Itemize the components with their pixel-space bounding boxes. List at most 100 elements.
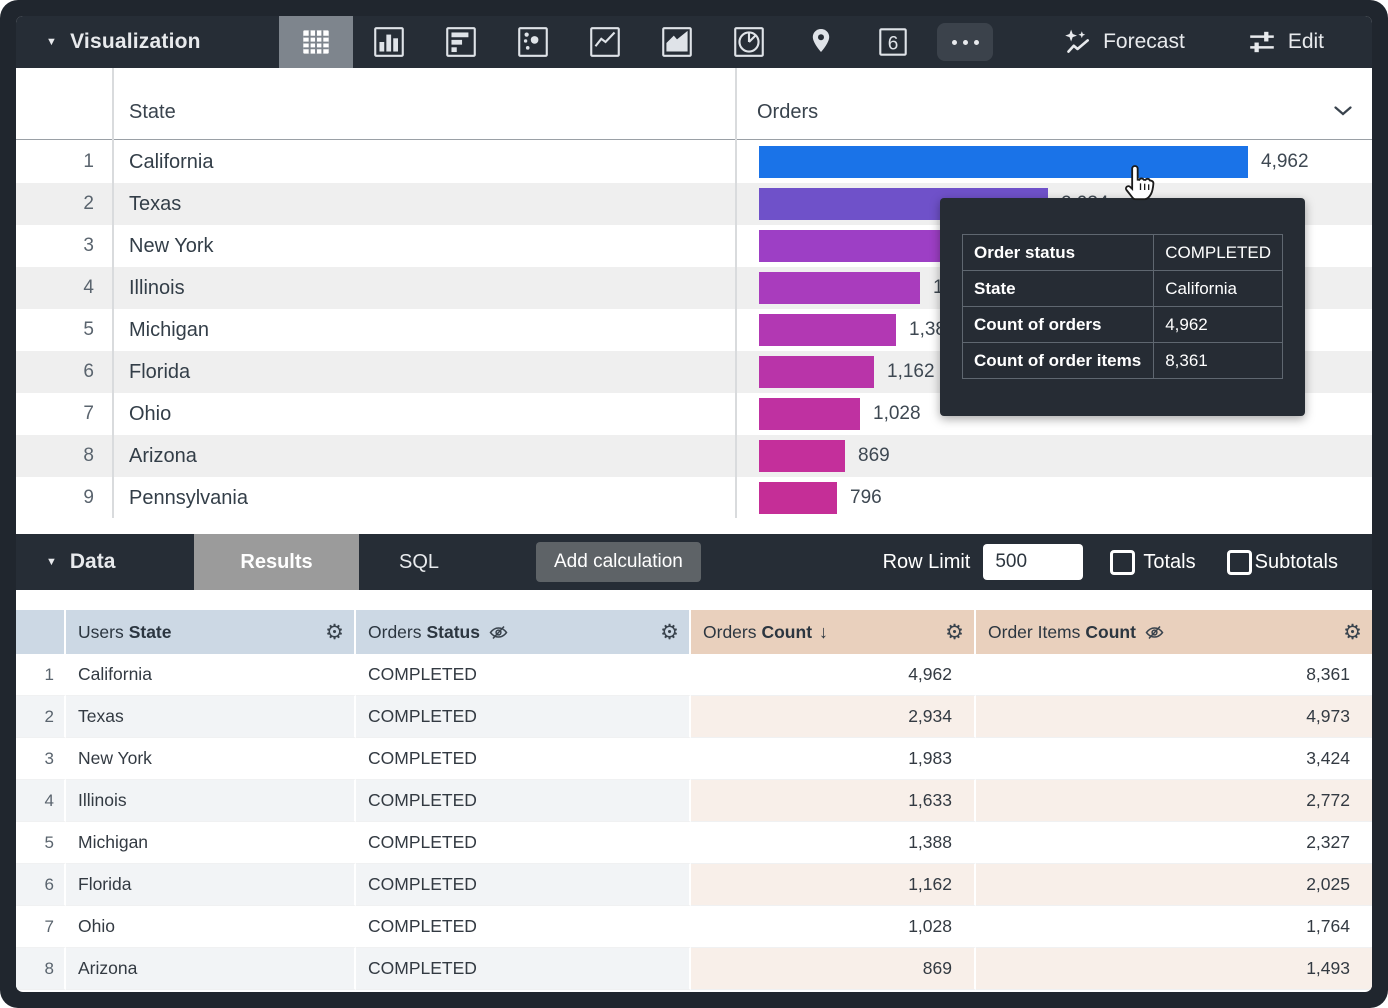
column-header-orders-count[interactable]: Orders Count ↓ ⚙ xyxy=(691,610,976,654)
edit-button[interactable]: Edit xyxy=(1247,27,1324,57)
state-cell: Florida xyxy=(66,864,356,906)
caret-down-icon: ▼ xyxy=(46,35,58,48)
tooltip-value: California xyxy=(1153,270,1283,307)
column-chart-icon xyxy=(374,27,404,57)
status-cell: COMPLETED xyxy=(356,738,691,780)
viz-row-index: 7 xyxy=(83,402,94,424)
header-field-label: Status xyxy=(426,621,480,642)
viz-type-table-button[interactable] xyxy=(279,16,353,68)
viz-row-index: 5 xyxy=(83,318,94,340)
table-row: 1 California COMPLETED 4,962 8,361 xyxy=(16,654,1372,696)
viz-state-cell: Arizona xyxy=(129,444,197,467)
totals-checkbox-group[interactable]: Totals xyxy=(1110,549,1196,575)
bar-value-label: 869 xyxy=(858,444,890,466)
viz-state-cell: California xyxy=(129,150,214,173)
gear-icon[interactable]: ⚙ xyxy=(945,620,964,644)
add-calculation-button[interactable]: Add calculation xyxy=(536,542,701,582)
sort-desc-icon: ↓ xyxy=(819,621,829,642)
state-cell: New York xyxy=(66,738,356,780)
viz-row-index: 9 xyxy=(83,486,94,508)
chevron-down-icon[interactable] xyxy=(1334,103,1352,121)
status-cell: COMPLETED xyxy=(356,780,691,822)
viz-type-scatter-button[interactable] xyxy=(497,16,569,68)
table-row: 5 Michigan COMPLETED 1,388 2,327 xyxy=(16,822,1372,864)
row-number-header xyxy=(16,610,66,654)
tooltip-label: State xyxy=(961,270,1155,307)
header-field-label: Count xyxy=(761,621,813,642)
data-section-toggle[interactable]: ▼ Data xyxy=(16,550,194,574)
viz-row-index: 1 xyxy=(83,150,94,172)
orders-bar[interactable] xyxy=(759,439,845,472)
row-limit-label: Row Limit xyxy=(882,550,971,573)
header-field-label: Count xyxy=(1085,621,1136,642)
state-cell: Texas xyxy=(66,696,356,738)
row-limit-input[interactable] xyxy=(983,544,1084,580)
orders-bar[interactable] xyxy=(759,397,860,430)
bar-value-label: 4,962 xyxy=(1261,150,1309,172)
state-cell: Michigan xyxy=(66,822,356,864)
totals-checkbox[interactable] xyxy=(1110,549,1136,575)
tab-results[interactable]: Results xyxy=(194,534,359,590)
subtotals-checkbox[interactable] xyxy=(1226,549,1252,575)
column-header-orders-status[interactable]: Orders Status ⚙ xyxy=(356,610,691,654)
tooltip-row: State California xyxy=(961,270,1283,307)
orders-bar[interactable] xyxy=(759,271,920,304)
order-items-count-cell: 2,772 xyxy=(976,780,1372,822)
column-header-order-items-count[interactable]: Order Items Count ⚙ xyxy=(976,610,1372,654)
viz-bar-cell: 4,962 xyxy=(735,141,1372,183)
caret-down-icon: ▼ xyxy=(46,555,57,568)
edit-label: Edit xyxy=(1287,30,1324,53)
header-field-label: State xyxy=(128,621,172,642)
orders-count-cell: 1,162 xyxy=(691,864,976,906)
more-options-icon xyxy=(937,23,993,61)
column-header-users-state[interactable]: Users State ⚙ xyxy=(66,610,356,654)
tab-results-label: Results xyxy=(240,550,313,573)
status-cell: COMPLETED xyxy=(356,822,691,864)
visualization-section-toggle[interactable]: ▼ Visualization xyxy=(16,30,279,54)
viz-row: 1 California 4,962 xyxy=(16,140,1372,183)
viz-type-column-button[interactable] xyxy=(353,16,425,68)
orders-bar[interactable] xyxy=(759,229,954,262)
row-number-cell: 8 xyxy=(16,948,66,990)
forecast-button[interactable]: Forecast xyxy=(1062,27,1185,57)
tab-sql[interactable]: SQL xyxy=(359,534,479,590)
orders-bar[interactable] xyxy=(759,313,896,346)
subtotals-label: Subtotals xyxy=(1254,550,1338,573)
order-items-count-cell: 1,493 xyxy=(976,948,1372,990)
bar-value-label: 796 xyxy=(850,486,882,508)
viz-type-map-button[interactable] xyxy=(785,16,857,68)
viz-type-bar-button[interactable] xyxy=(425,16,497,68)
scatter-plot-icon xyxy=(518,27,548,57)
gear-icon[interactable]: ⚙ xyxy=(325,620,344,644)
subtotals-checkbox-group[interactable]: Subtotals xyxy=(1226,549,1338,575)
viz-type-pie-button[interactable] xyxy=(713,16,785,68)
viz-type-area-button[interactable] xyxy=(641,16,713,68)
orders-bar[interactable] xyxy=(759,145,1248,178)
viz-type-line-button[interactable] xyxy=(569,16,641,68)
line-chart-icon xyxy=(590,27,620,57)
viz-column-state: State xyxy=(129,101,176,123)
header-view-label: Orders xyxy=(368,621,422,642)
forecast-sparkle-icon xyxy=(1065,29,1090,53)
bar-value-label: 1,162 xyxy=(887,360,935,382)
viz-type-single-value-button[interactable]: 6 xyxy=(857,16,929,68)
viz-type-more-button[interactable] xyxy=(929,16,1001,68)
state-cell: California xyxy=(66,654,356,696)
visualization-toolbar: ▼ Visualization xyxy=(16,16,1372,68)
orders-count-cell: 1,633 xyxy=(691,780,976,822)
tooltip-row: Count of order items 8,361 xyxy=(961,342,1283,379)
totals-label: Totals xyxy=(1143,550,1196,573)
bar-chart-icon xyxy=(446,27,476,57)
gear-icon[interactable]: ⚙ xyxy=(1343,620,1362,644)
viz-state-cell: Florida xyxy=(129,360,191,383)
viz-row: 8 Arizona 869 xyxy=(16,434,1372,477)
data-toolbar-right: Row Limit Totals Subtotals xyxy=(883,544,1372,580)
row-number-cell: 7 xyxy=(16,906,66,948)
tooltip-label: Count of orders xyxy=(961,306,1155,343)
gear-icon[interactable]: ⚙ xyxy=(660,620,679,644)
orders-count-cell: 869 xyxy=(691,948,976,990)
orders-bar[interactable] xyxy=(759,355,874,388)
bar-value-label: 1,028 xyxy=(873,402,921,424)
single-value-icon: 6 xyxy=(879,28,907,56)
orders-bar[interactable] xyxy=(759,481,837,514)
